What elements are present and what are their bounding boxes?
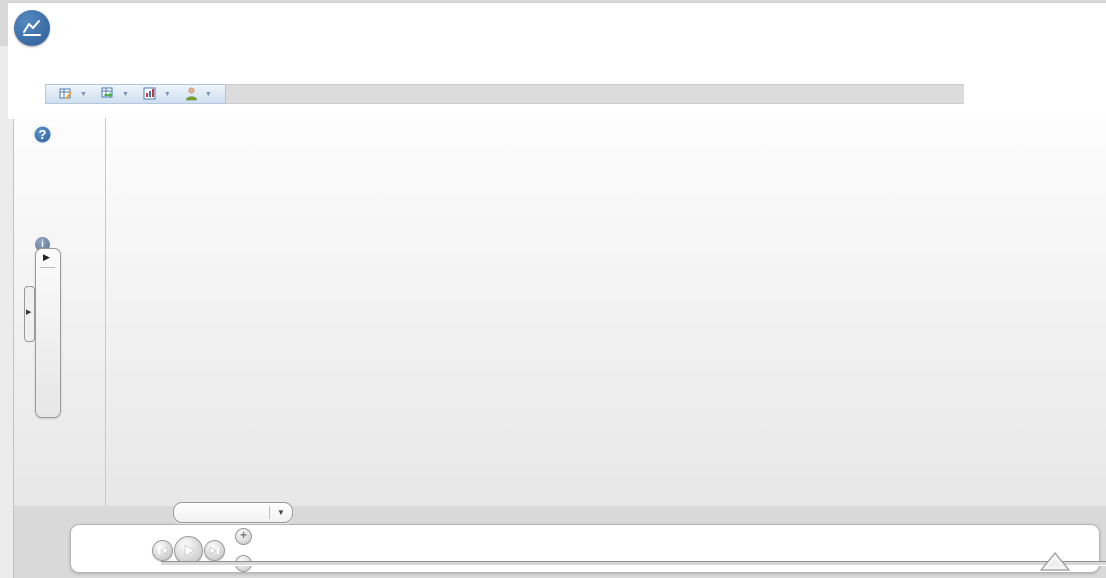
help-icon[interactable]: ? [33, 125, 52, 144]
language-dropdown-arrow-icon[interactable]: ▼ [277, 508, 285, 517]
customise-dropdown-arrow-icon[interactable]: ▼ [80, 91, 87, 98]
step-forward-button[interactable] [204, 540, 225, 561]
my-queries-icon [186, 87, 197, 101]
line-chart [0, 118, 1106, 510]
tab-expand-arrow-icon[interactable]: ▶ [43, 252, 50, 262]
play-button[interactable] [174, 536, 203, 565]
app-logo-chart-icon [14, 10, 50, 46]
customise-button[interactable]: ▼ [59, 87, 87, 101]
export-icon [101, 87, 113, 99]
speed-up-button[interactable]: + [235, 528, 252, 545]
my-queries-dropdown-arrow-icon[interactable]: ▼ [204, 91, 212, 98]
chart-region: ? i ▶ ▶ [14, 118, 1106, 506]
draw-chart-button[interactable]: ▼ [143, 87, 171, 101]
step-back-button[interactable] [152, 540, 173, 561]
app-header [14, 7, 60, 49]
splitter-arrow-icon: ▶ [26, 309, 32, 316]
export-button[interactable]: ▼ [101, 87, 129, 101]
top-panel: ▼ ▼ [8, 2, 1106, 119]
timeline-panel: + − [70, 524, 1106, 573]
splitter-handle[interactable]: ▶ [24, 286, 35, 342]
toolbar-filler [225, 84, 964, 104]
draw-chart-dropdown-arrow-icon[interactable]: ▼ [163, 91, 171, 98]
hide-navigation-strip[interactable] [0, 46, 14, 578]
did-you-know-banner [16, 57, 25, 72]
slider-handle[interactable] [1038, 551, 1072, 572]
customise-icon [59, 88, 72, 100]
language-select[interactable]: ▼ [173, 502, 293, 523]
toolbar-buttons: ▼ ▼ [45, 84, 226, 104]
draw-chart-icon [143, 87, 156, 100]
tab-separator [40, 267, 55, 268]
export-dropdown-arrow-icon[interactable]: ▼ [121, 91, 129, 98]
toolbar: ▼ ▼ [45, 84, 964, 104]
panel-divider [105, 118, 106, 506]
timeline-slider[interactable] [161, 561, 1106, 566]
y-axis-tab[interactable]: ▶ [35, 248, 61, 418]
my-queries-button[interactable]: ▼ [185, 87, 212, 101]
language-separator [269, 506, 270, 519]
